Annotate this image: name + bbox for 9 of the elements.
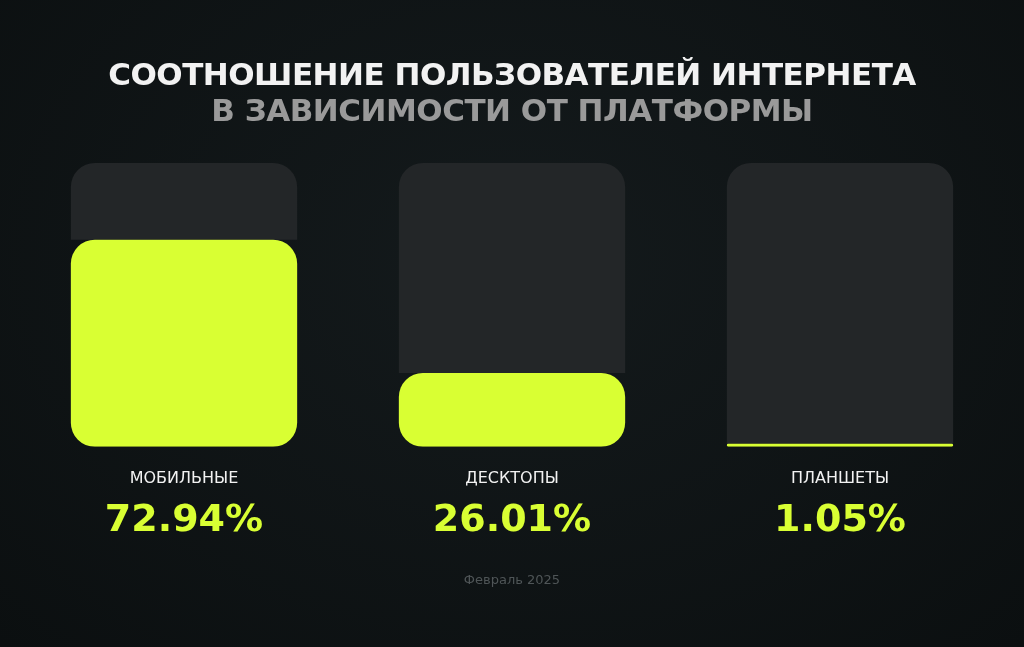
x-tick-label: ПЛАНШЕТЫ	[790, 467, 890, 487]
x-tick-label: ДЕСКТОПЫ	[465, 467, 559, 487]
data-label: 72.94%	[104, 495, 264, 540]
chart-subtitle: В ЗАВИСИМОСТИ ОТ ПЛАТФОРМЫ	[210, 92, 814, 128]
text: Февраль 2025	[462, 572, 562, 587]
data-label: 26.01%	[432, 495, 592, 540]
data-label: 1.05%	[774, 495, 906, 540]
chart-title: СООТНОШЕНИЕ ПОЛЬЗОВАТЕЛЕЙ ИНТЕРНЕТА	[107, 56, 917, 92]
x-tick-label: МОБИЛЬНЫЕ	[129, 467, 239, 487]
